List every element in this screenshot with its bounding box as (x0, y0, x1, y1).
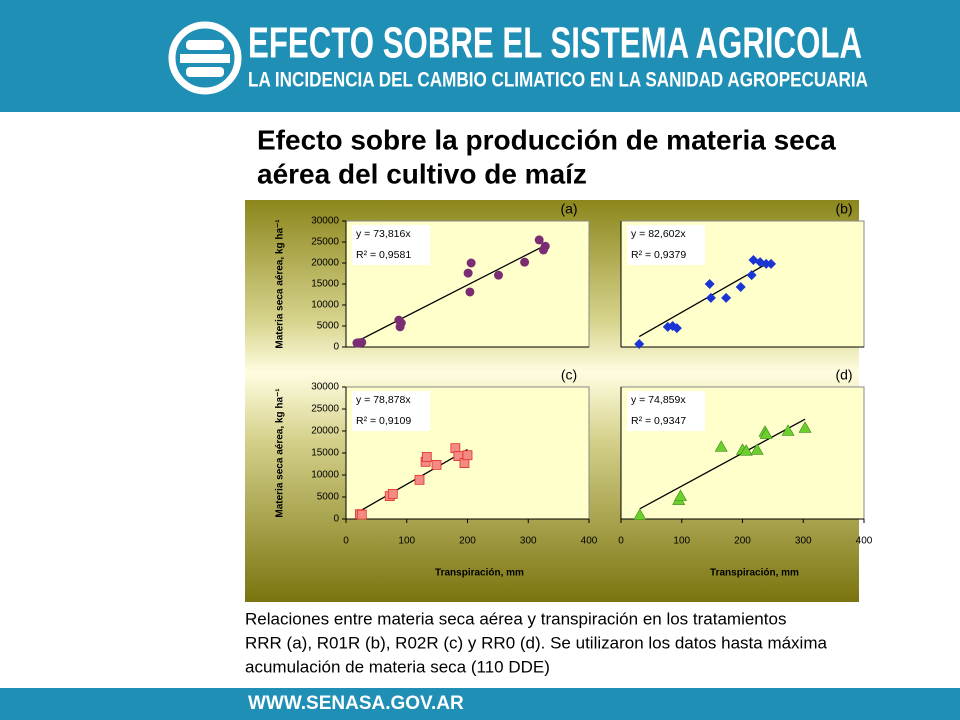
y-tick-label: 15000 (311, 279, 339, 290)
panel-label: (c) (561, 367, 577, 383)
point (705, 292, 716, 303)
point (431, 459, 442, 470)
point (493, 270, 503, 280)
trend-line (639, 418, 806, 510)
equation-box (627, 391, 705, 431)
point (798, 421, 812, 433)
point (721, 292, 732, 303)
point (356, 509, 367, 520)
equation: y = 82,602x (631, 228, 686, 240)
y-tick-label: 30000 (311, 216, 339, 227)
r-squared: R² = 0,9347 (631, 415, 686, 427)
r-squared: R² = 0,9379 (631, 249, 686, 261)
y-tick-label: 25000 (311, 404, 339, 415)
y-tick-label: 0 (333, 342, 339, 353)
r-squared: R² = 0,9109 (356, 415, 411, 427)
point (671, 323, 682, 334)
equation: y = 74,859x (631, 394, 686, 406)
equation-box (352, 225, 430, 265)
y-tick-label: 5000 (317, 492, 340, 503)
header-title: EFECTO SOBRE EL SISTEMA AGRICOLA (248, 19, 862, 68)
point (465, 287, 475, 297)
point (466, 258, 476, 268)
point (463, 268, 473, 278)
panel-label: (a) (560, 201, 577, 217)
y-tick-label: 30000 (311, 382, 339, 393)
logo (168, 21, 242, 95)
y-tick-label: 0 (333, 514, 339, 525)
y-tick-label: 20000 (311, 258, 339, 269)
header-bar (0, 0, 960, 112)
caption: Relaciones entre materia seca aérea y tr… (245, 609, 786, 628)
trend-line (359, 449, 468, 512)
y-tick-label: 5000 (317, 321, 340, 332)
point (739, 444, 753, 456)
x-tick-label: 400 (856, 536, 873, 547)
y-tick-label: 25000 (311, 237, 339, 248)
header-subtitle: LA INCIDENCIA DEL CAMBIO CLIMATICO EN LA… (248, 69, 868, 92)
point (387, 489, 398, 499)
point (520, 257, 530, 267)
panel-label: (b) (835, 201, 852, 217)
point (704, 279, 715, 289)
y-tick-label: 15000 (311, 448, 339, 459)
point (781, 424, 795, 436)
x-tick-label: 300 (795, 536, 812, 547)
equation-box (627, 225, 705, 265)
point (735, 281, 746, 292)
footer-bar (0, 688, 960, 720)
point (534, 235, 544, 245)
y-tick-label: 10000 (311, 470, 339, 481)
slide-title: aérea del cultivo de maíz (257, 158, 587, 189)
point (540, 241, 550, 251)
footer-url: WWW.SENASA.GOV.AR (248, 693, 464, 714)
point (750, 443, 764, 455)
trend-line (356, 244, 546, 342)
equation-box (352, 391, 430, 431)
caption: RRR (a), R01R (b), R02R (c) y RR0 (d). S… (245, 633, 827, 652)
y-axis-label: Materia seca aérea, kg ha⁻¹ (275, 219, 286, 349)
x-tick-label: 100 (673, 536, 690, 547)
x-tick-label: 100 (398, 536, 415, 547)
point (462, 450, 473, 461)
r-squared: R² = 0,9581 (356, 249, 411, 261)
panel-label: (d) (835, 367, 852, 383)
point (634, 339, 645, 350)
x-tick-label: 200 (459, 536, 476, 547)
slide-title: Efecto sobre la producción de materia se… (257, 124, 836, 155)
y-tick-label: 20000 (311, 426, 339, 437)
x-axis-label: Transpiración, mm (435, 568, 524, 579)
point (674, 489, 688, 501)
x-tick-label: 0 (343, 536, 349, 547)
x-tick-label: 0 (618, 536, 624, 547)
equation: y = 78,878x (356, 394, 411, 406)
point (357, 337, 367, 347)
y-tick-label: 10000 (311, 300, 339, 311)
point (414, 474, 425, 485)
point (396, 318, 406, 328)
point (746, 270, 757, 281)
point (759, 427, 773, 439)
y-axis-label: Materia seca aérea, kg ha⁻¹ (275, 388, 286, 518)
x-tick-label: 200 (734, 536, 751, 547)
point (714, 440, 728, 452)
x-tick-label: 300 (520, 536, 537, 547)
point (421, 452, 432, 462)
x-tick-label: 400 (581, 536, 598, 547)
equation: y = 73,816x (356, 228, 411, 240)
point (633, 508, 647, 520)
point (766, 258, 777, 269)
caption: acumulación de materia seca (110 DDE) (245, 657, 550, 676)
charts: (a)050001000015000200002500030000Materia… (275, 201, 873, 579)
x-axis-label: Transpiración, mm (710, 568, 799, 579)
